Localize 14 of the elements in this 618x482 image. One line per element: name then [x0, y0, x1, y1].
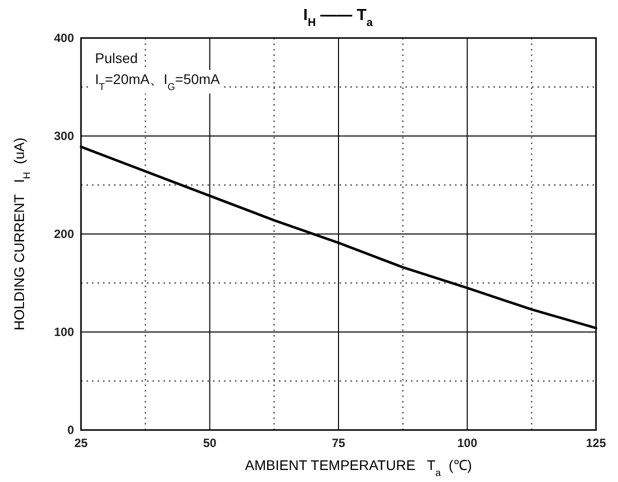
chart-title: I$_{H}$ —— T$_{a}$: [303, 7, 374, 29]
y-tick-label: 400: [54, 31, 74, 45]
x-axis-title: AMBIENT TEMPERATURE T$_{a}$ (℃): [245, 457, 472, 478]
y-tick-label: 200: [54, 227, 74, 241]
x-tick-label: 100: [457, 436, 478, 450]
x-tick-label: 50: [203, 436, 217, 450]
annotation: Pulsed: [95, 50, 138, 66]
x-tick-label: 25: [74, 436, 88, 450]
y-tick-label: 0: [67, 423, 74, 437]
x-tick-label: 125: [586, 436, 606, 450]
y-tick-label: 100: [54, 325, 74, 339]
annotation: I$_{T}$=20mA、I$_{G}$=50mA: [95, 71, 221, 92]
x-tick-label: 75: [332, 436, 346, 450]
y-tick-label: 300: [54, 129, 74, 143]
